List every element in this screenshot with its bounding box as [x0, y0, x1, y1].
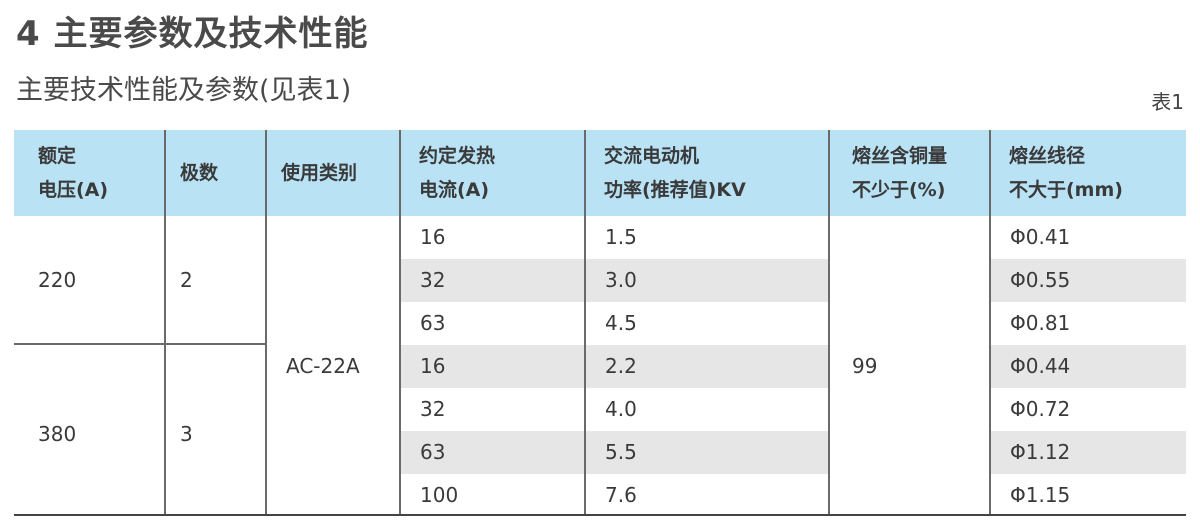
group-divider [164, 343, 265, 345]
header-line: 不少于(%) [852, 179, 946, 201]
current-cell: 100 [420, 483, 459, 507]
power-cell: 2.2 [605, 354, 637, 378]
diameter-cell: Φ0.41 [1010, 225, 1071, 249]
power-cell: 5.5 [605, 440, 637, 464]
header-line: 极数 [180, 162, 219, 184]
subtitle: 主要技术性能及参数(见表1) [16, 75, 352, 106]
current-cell: 16 [420, 225, 446, 249]
column-divider [828, 130, 830, 516]
header-fuse-diameter: 熔丝线径 不大于(mm) [989, 130, 1186, 216]
diameter-cell: Φ1.15 [1010, 483, 1071, 507]
header-poles: 极数 [164, 130, 265, 216]
header-rated-voltage: 额定 电压(A) [14, 130, 164, 216]
power-cell: 7.6 [605, 483, 637, 507]
row-shade [401, 431, 828, 474]
column-divider [989, 130, 991, 516]
current-cell: 32 [420, 397, 446, 421]
header-line: 电压(A) [38, 179, 109, 201]
column-divider [164, 130, 166, 516]
header-line: 交流电动机 [604, 145, 700, 167]
table-bottom-rule [14, 514, 1186, 516]
header-line: 功率(推荐值)KV [604, 179, 746, 201]
voltage-cell: 220 [38, 268, 77, 292]
header-line: 不大于(mm) [1009, 179, 1123, 201]
header-line: 熔丝含铜量 [852, 145, 948, 167]
group-divider [14, 343, 164, 345]
table-label: 表1 [1151, 90, 1184, 114]
diameter-cell: Φ0.55 [1010, 268, 1071, 292]
power-cell: 4.0 [605, 397, 637, 421]
row-shade [991, 259, 1186, 302]
poles-cell: 3 [180, 422, 193, 446]
power-cell: 3.0 [605, 268, 637, 292]
diameter-cell: Φ0.72 [1010, 397, 1071, 421]
diameter-cell: Φ0.81 [1010, 311, 1071, 335]
current-cell: 63 [420, 440, 446, 464]
header-copper-content: 熔丝含铜量 不少于(%) [828, 130, 989, 216]
header-line: 约定发热 [419, 145, 496, 167]
current-cell: 32 [420, 268, 446, 292]
header-line: 熔丝线径 [1009, 145, 1086, 167]
power-cell: 4.5 [605, 311, 637, 335]
poles-cell: 2 [180, 268, 193, 292]
voltage-cell: 380 [38, 422, 77, 446]
current-cell: 63 [420, 311, 446, 335]
section-title: 4 主要参数及技术性能 [16, 14, 369, 54]
power-cell: 1.5 [605, 225, 637, 249]
column-divider [265, 130, 267, 516]
header-line: 电流(A) [419, 179, 490, 201]
header-category: 使用类别 [265, 130, 399, 216]
column-divider [584, 130, 586, 516]
header-thermal-current: 约定发热 电流(A) [399, 130, 584, 216]
parameters-table: 额定 电压(A) 极数 使用类别 约定发热 电流(A) 交流电动机 功率(推荐值… [14, 130, 1186, 516]
diameter-cell: Φ0.44 [1010, 354, 1071, 378]
current-cell: 16 [420, 354, 446, 378]
row-shade [401, 259, 828, 302]
header-line: 使用类别 [281, 162, 358, 184]
diameter-cell: Φ1.12 [1010, 440, 1071, 464]
header-line: 额定 [38, 145, 77, 167]
row-shade [991, 431, 1186, 474]
table-header: 额定 电压(A) 极数 使用类别 约定发热 电流(A) 交流电动机 功率(推荐值… [14, 130, 1186, 216]
category-cell: AC-22A [286, 354, 360, 378]
column-divider [399, 130, 401, 516]
row-shade [991, 345, 1186, 388]
header-motor-power: 交流电动机 功率(推荐值)KV [584, 130, 828, 216]
copper-content-cell: 99 [852, 354, 878, 378]
row-shade [401, 345, 828, 388]
